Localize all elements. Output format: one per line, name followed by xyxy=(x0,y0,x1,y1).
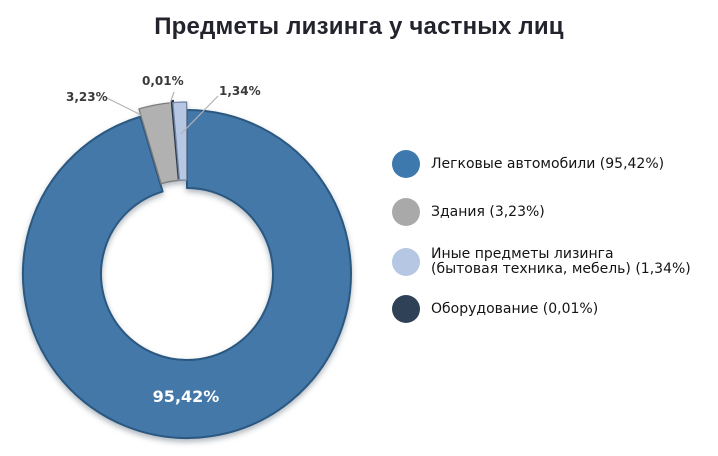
legend-item-legkovye: Легковые автомобили (95,42%) xyxy=(392,149,664,179)
leader-lines xyxy=(106,91,219,135)
legend-label-inye-line2: (бытовая техника, мебель) (1,34%) xyxy=(431,261,691,277)
legend-item-oborudovanie: Оборудование (0,01%) xyxy=(392,294,598,324)
legend-label-zdaniya: Здания (3,23%) xyxy=(431,203,545,220)
legend-label-inye-line1: Иные предметы лизинга xyxy=(431,246,614,262)
legend-dot-oborudovanie xyxy=(392,295,420,323)
chart-title: Предметы лизинга у частных лиц xyxy=(154,13,564,40)
legend-label-inye: Иные предметы лизинга (бытовая техника, … xyxy=(431,247,691,277)
legend-dot-inye xyxy=(392,248,420,276)
legend-item-inye: Иные предметы лизинга (бытовая техника, … xyxy=(392,247,691,277)
slice-label-oborudovanie: 0,01% xyxy=(142,74,184,88)
legend-label-legkovye: Легковые автомобили (95,42%) xyxy=(431,155,665,172)
slice-label-legkovye: 95,42% xyxy=(152,387,220,406)
leader-line-zdaniya xyxy=(106,97,142,116)
leader-line-oborudovanie xyxy=(167,91,175,110)
donut-slice-0 xyxy=(21,109,352,439)
donut-chart xyxy=(21,99,352,439)
legend-label-oborudovanie: Оборудование (0,01%) xyxy=(431,300,599,317)
legend-dot-zdaniya xyxy=(392,198,420,226)
slice-label-zdaniya: 3,23% xyxy=(66,90,108,104)
leader-line-inye xyxy=(180,95,219,135)
slice-label-inye: 1,34% xyxy=(219,84,261,98)
legend-dot-legkovye xyxy=(392,150,420,178)
legend-item-zdaniya: Здания (3,23%) xyxy=(392,197,545,227)
donut-slice-1 xyxy=(138,102,179,185)
donut-slice-3 xyxy=(172,101,188,181)
donut-slice-group xyxy=(21,99,352,439)
